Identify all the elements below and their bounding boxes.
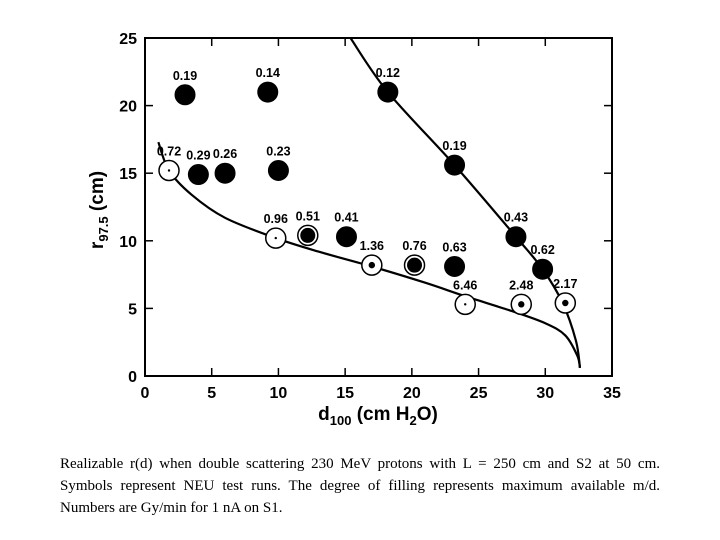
data-label: 0.14 [256,66,280,80]
x-tick-label: 30 [536,385,554,402]
y-tick-label: 20 [119,99,137,116]
data-label: 0.19 [442,139,466,153]
data-label: 0.76 [402,239,426,253]
y-tick-label: 10 [119,234,137,251]
data-label: 0.26 [213,147,237,161]
y-tick-label: 5 [128,301,137,318]
point-labels: 0.19 0.14 0.12 0.72 0.29 0.26 0.23 0.19 0.96 0.51… [157,66,578,292]
data-point-fill-empty [464,303,467,306]
data-point-filled [187,164,209,186]
boundary-curves [157,37,582,369]
scatter-chart: 0 5 10 15 20 25 30 35 0 5 10 15 20 25 0.19 0.14 0.12 0.7… [87,31,621,428]
data-point-filled [505,226,527,248]
data-point-filled [377,81,399,103]
data-point-filled [214,162,236,184]
data-label: 0.72 [157,144,181,158]
data-label: 1.36 [360,239,384,253]
data-point-filled [532,258,554,280]
data-point-fill-empty [274,236,277,240]
data-label: 0.43 [504,211,528,225]
y-axis-label: r97.5 (cm) [87,171,111,249]
axis-ticks: 0 5 10 15 20 25 30 35 0 5 10 15 20 25 [119,31,621,402]
x-tick-label: 10 [270,385,288,402]
y-tick-label: 15 [119,166,137,183]
data-point-fill-small [368,261,376,269]
data-point-filled [257,81,279,103]
x-tick-label: 5 [207,385,216,402]
y-tick-label: 0 [128,369,137,386]
data-label: 0.23 [266,144,290,158]
data-label: 0.96 [264,212,288,226]
data-point-fill-large [300,227,316,243]
data-point-fill-large [407,257,423,273]
plot-frame [144,37,613,377]
data-point-filled [174,84,196,106]
y-tick-label: 25 [119,31,137,48]
data-label: 0.29 [186,149,210,163]
data-label: 0.41 [334,211,358,225]
x-tick-label: 35 [603,385,621,402]
x-tick-label: 15 [336,385,354,402]
data-point-fill-empty [167,169,171,172]
data-point-filled [444,154,466,176]
data-label: 0.12 [376,66,400,80]
x-axis-label: d100 (cm H2O) [318,404,438,428]
data-point-filled [444,255,466,277]
x-tick-label: 25 [470,385,488,402]
data-label: 0.19 [173,69,197,83]
data-point-filled [267,159,289,181]
data-label: 2.17 [553,277,577,291]
x-tick-label: 20 [403,385,421,402]
data-point-fill-small [562,299,569,307]
lower-boundary-curve [157,141,582,369]
figure-caption: Realizable r(d) when double scattering 2… [60,456,660,516]
data-points [158,81,577,316]
data-label: 0.51 [296,209,320,223]
data-label: 6.46 [453,278,477,292]
x-tick-label: 0 [141,385,150,402]
data-label: 0.63 [442,240,466,254]
data-point-filled [335,226,357,248]
data-label: 0.62 [530,243,554,257]
data-point-fill-small [518,301,525,308]
data-label: 2.48 [509,278,533,292]
